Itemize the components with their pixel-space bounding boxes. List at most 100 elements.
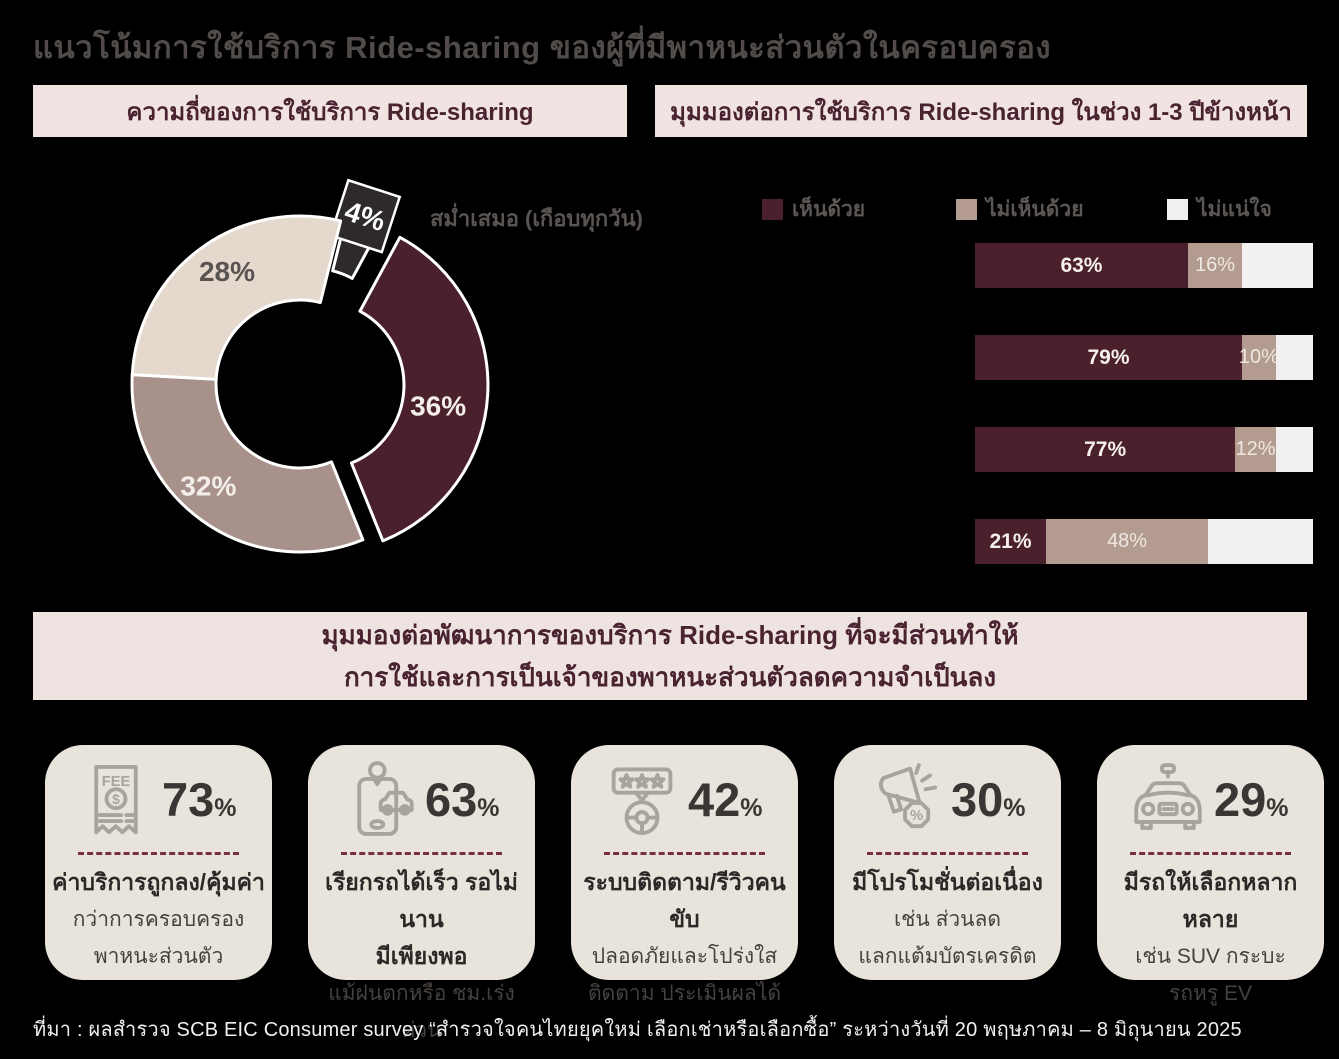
card-subtitle-line: แลกแต้มบัตรเครดิต [858,945,1037,968]
card-title-line: เรียกรถได้เร็ว รอไม่นาน [325,869,518,932]
legend-swatch-agree [762,199,783,220]
donut-slice-slice-32 [130,373,365,554]
car-front-icon [1125,758,1211,848]
card-percentage: 30% [951,772,1051,827]
reason-card-5: 29% มีรถให้เลือกหลากหลาย เช่น SUV กระบะ รถห… [1097,745,1324,1005]
legend-label: เห็นด้วย [792,198,866,221]
bar-segment-agree: 21% [975,519,1046,564]
donut-slice-slice-36 [349,235,490,543]
card-percentage-number: 73 [162,773,215,826]
bar-segment-value: 63% [1060,253,1103,277]
donut-slice-annotation: สม่ำเสมอ (เกือบทุกวัน) [430,206,643,231]
bar-segment-agree: 77% [975,427,1236,472]
card-title-line: มีเพียงพอ [375,943,468,969]
bar-segment-disagree: 16% [1187,243,1243,288]
card-percentage: 73% [162,772,262,827]
bar-row-4: 21% 48% [975,519,1313,564]
card-title-line: ระบบติดตาม/รีวิวคนขับ [583,869,786,932]
phone-car-icon [336,758,422,848]
banner-line-2: การใช้และการเป็นเจ้าของพาหนะส่วนตัวลดควา… [343,662,997,692]
bar-segment-value: 16% [1194,254,1235,276]
bar-segment-unsure [1275,335,1313,380]
card-subtitle-line: เช่น ส่วนลด [893,908,1002,931]
card-text: ระบบติดตาม/รีวิวคนขับปลอดภัยและโปร่งใสติ… [575,864,794,1012]
reason-card-1: FEE $ 73% ค่าบริการถูกลง/คุ้มค่ากว่าการคร… [45,745,272,980]
donut-callout-box: 4% [328,178,402,254]
svg-text:%: % [910,808,923,824]
svg-text:$: $ [112,792,120,807]
svg-text:FEE: FEE [102,774,131,790]
card-percent-sign: % [740,794,763,822]
reason-card-3: 42% ระบบติดตาม/รีวิวคนขับปลอดภัยและโปร่งใ… [571,745,798,1005]
bar-segment-value: 12% [1235,438,1276,460]
card-percent-sign: % [1003,794,1026,822]
bar-segment-unsure [1208,519,1313,564]
frequency-donut-chart: 4% 36% 32% 28% [130,178,490,554]
card-subtitle-line: แม้ฝนตกหรือ ชม.เร่งด่วน [328,982,515,1042]
card-text: มีโปรโมชั่นต่อเนื่องเช่น ส่วนลดแลกแต้มบั… [838,864,1057,975]
bar-segment-disagree: 12% [1235,427,1276,472]
reason-card-2: 63% เรียกรถได้เร็ว รอไม่นานมีเพียงพอแม้ฝน… [308,745,535,1042]
card-subtitle-line: ติดตาม ประเมินผลได้ [587,982,782,1005]
card-percent-sign: % [477,794,500,822]
legend-item-disagree: ไม่เห็นด้วย [956,193,1084,226]
donut-slice-value: 32% [180,470,236,501]
card-percentage: 29% [1214,772,1314,827]
donut-slice-value: 36% [410,390,466,421]
outlook-section-header: มุมมองต่อการใช้บริการ Ride-sharing ในช่ว… [655,85,1307,137]
bar-segment-unsure [1242,243,1313,288]
frequency-section-header: ความถี่ของการใช้บริการ Ride-sharing [33,85,627,137]
card-dashed-divider [604,852,765,855]
bar-row-3: 77% 12% [975,427,1313,472]
bar-segment-value: 10% [1238,346,1279,368]
card-subtitle-line: ปลอดภัยและโปร่งใส [591,945,778,968]
card-dashed-divider [78,852,239,855]
bar-segment-unsure [1275,427,1313,472]
bar-row-1: 63% 16% [975,243,1313,288]
legend-item-unsure: ไม่แน่ใจ [1167,193,1272,226]
megaphone-discount-icon: % [862,758,948,848]
card-text: ค่าบริการถูกลง/คุ้มค่ากว่าการครอบครองพาห… [49,864,268,975]
card-text: เรียกรถได้เร็ว รอไม่นานมีเพียงพอแม้ฝนตกห… [312,864,531,1049]
card-subtitle-line: กว่าการครอบครอง [72,908,245,931]
bar-segment-value: 48% [1107,530,1148,552]
card-subtitle-line: เช่น SUV กระบะ [1135,945,1286,968]
legend-item-agree: เห็นด้วย [762,193,865,226]
driver-review-icon [599,758,685,848]
card-percentage-number: 63 [425,773,478,826]
card-title-line: ค่าบริการถูกลง/คุ้มค่า [52,869,265,895]
card-percentage-number: 42 [688,773,741,826]
bar-segment-agree: 79% [975,335,1243,380]
bar-segment-value: 79% [1087,345,1130,369]
card-dashed-divider [341,852,502,855]
bar-segment-disagree: 48% [1045,519,1209,564]
bar-segment-value: 77% [1084,437,1127,461]
legend-label: ไม่แน่ใจ [1197,198,1272,221]
bar-row-2: 79% 10% [975,335,1313,380]
card-percent-sign: % [214,794,237,822]
legend-swatch-disagree [956,199,977,220]
card-dashed-divider [1130,852,1291,855]
card-percentage-number: 30 [951,773,1004,826]
card-percentage: 63% [425,772,525,827]
card-title-line: มีโปรโมชั่นต่อเนื่อง [852,869,1043,895]
page-title: แนวโน้มการใช้บริการ Ride-sharing ของผู้ท… [33,30,1052,65]
source-note: ที่มา : ผลสำรวจ SCB EIC Consumer survey … [33,1019,1242,1041]
bar-segment-disagree: 10% [1238,335,1279,380]
reason-card-4: % 30% มีโปรโมชั่นต่อเนื่องเช่น ส่วนลดแลกแ… [834,745,1061,980]
card-subtitle-line: พาหนะส่วนตัว [93,945,224,968]
card-percentage: 42% [688,772,788,827]
donut-slice-value: 28% [199,256,255,287]
card-percent-sign: % [1266,794,1289,822]
card-text: มีรถให้เลือกหลากหลาย เช่น SUV กระบะ รถหรู … [1101,864,1320,1012]
card-dashed-divider [867,852,1028,855]
card-title-line: มีรถให้เลือกหลากหลาย [1123,869,1298,932]
fee-receipt-icon: FEE $ [73,758,159,848]
insight-banner: มุมมองต่อพัฒนาการของบริการ Ride-sharing … [33,612,1307,700]
legend-label: ไม่เห็นด้วย [986,198,1084,221]
donut-slice-slice-28 [130,214,343,381]
bar-segment-agree: 63% [975,243,1188,288]
card-percentage-number: 29 [1214,773,1267,826]
banner-line-1: มุมมองต่อพัฒนาการของบริการ Ride-sharing … [321,620,1019,650]
